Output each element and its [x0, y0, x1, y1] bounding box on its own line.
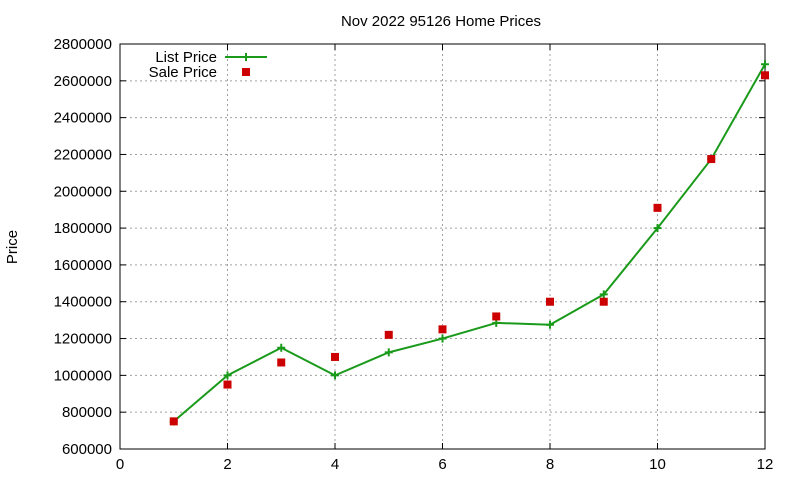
- sale-price-point: [599, 297, 608, 306]
- sale-price-point: [169, 417, 178, 426]
- legend-entry-sale-price: Sale Price: [149, 64, 250, 81]
- y-tick-label: 1200000: [54, 331, 112, 348]
- legend-swatch-marker: [242, 68, 250, 76]
- x-tick-label: 10: [649, 456, 666, 473]
- y-tick-label: 2400000: [54, 110, 112, 127]
- list-price-point: [331, 371, 339, 380]
- list-price-point: [653, 224, 662, 233]
- y-tick-label: 1400000: [54, 294, 112, 311]
- y-tick-label: 600000: [62, 441, 112, 458]
- sale-price-point: [277, 358, 286, 367]
- y-tick-label: 1600000: [54, 257, 112, 274]
- sale-price-point: [438, 325, 447, 334]
- x-tick-label: 2: [223, 456, 231, 473]
- sale-price-point: [707, 155, 716, 164]
- y-tick-label: 1800000: [54, 220, 112, 237]
- y-tick-label: 2200000: [54, 146, 112, 163]
- list-price-point: [384, 348, 393, 357]
- list-price-point: [546, 320, 554, 329]
- list-price-point: [438, 334, 447, 343]
- sale-price-point: [546, 297, 554, 306]
- x-tick-label: 0: [116, 456, 124, 473]
- sale-price-point: [653, 203, 662, 212]
- sale-price-point: [492, 312, 501, 321]
- x-tick-label: 6: [438, 456, 446, 473]
- list-price-line: [173, 63, 766, 423]
- sale-price-point: [223, 380, 232, 389]
- y-tick-label: 2600000: [54, 73, 112, 90]
- list-price-point: [277, 343, 286, 352]
- legend-entry-list-price: List Price: [155, 49, 267, 66]
- y-tick-label: 2800000: [54, 36, 112, 53]
- list-price-point: [599, 290, 608, 299]
- legend-label: Sale Price: [149, 64, 217, 81]
- x-tick-label: 12: [757, 456, 774, 473]
- sale-price-point: [384, 330, 393, 339]
- legend-label: List Price: [155, 49, 217, 66]
- x-tick-label: 8: [546, 456, 554, 473]
- series: [169, 60, 769, 426]
- sale-price-point: [761, 71, 769, 80]
- y-axis-label: Price: [4, 230, 21, 264]
- sale-price-series: [169, 71, 769, 426]
- x-tick-label: 4: [331, 456, 339, 473]
- y-tick-label: 1000000: [54, 367, 112, 384]
- axes: 600000 800000 1000000 1200000 1400000 1600000…: [54, 36, 774, 473]
- y-tick-label: 800000: [62, 404, 112, 421]
- list-price-point: [761, 60, 769, 69]
- list-price-point: [223, 371, 232, 380]
- sale-price-point: [331, 352, 339, 361]
- legend-swatch-marker: [242, 53, 250, 61]
- y-tick-label: 2000000: [54, 183, 112, 200]
- chart-title: Nov 2022 95126 Home Prices: [341, 13, 541, 30]
